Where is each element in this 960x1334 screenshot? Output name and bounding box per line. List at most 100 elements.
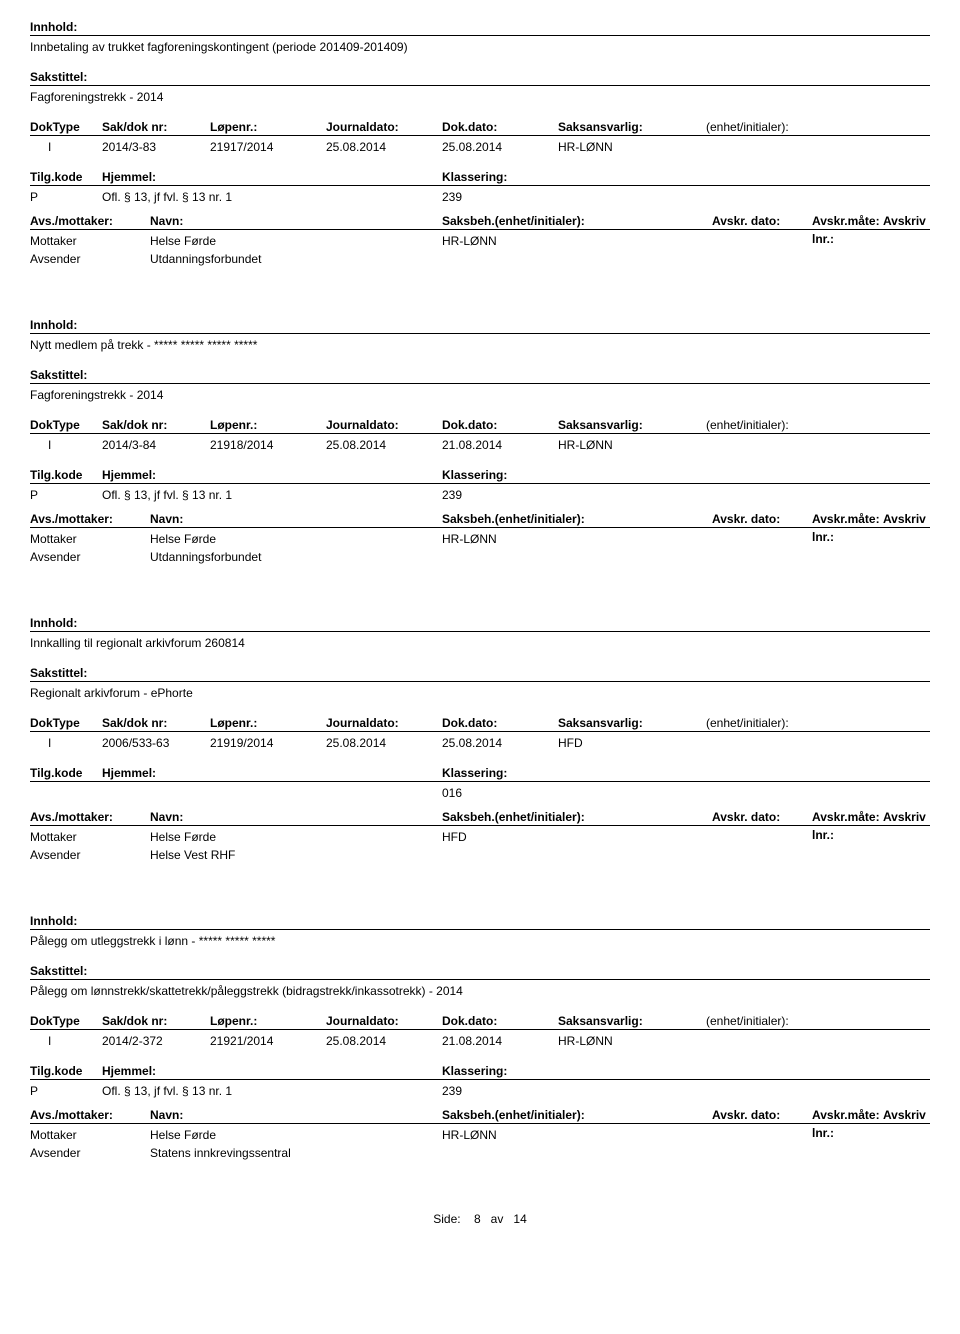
journaldato-label: Journaldato: bbox=[326, 1012, 442, 1030]
innhold-label: Innhold: bbox=[30, 914, 77, 928]
avsmottaker-label: Avs./mottaker: bbox=[30, 510, 150, 526]
meta-header-row: DokType Sak/dok nr: Løpenr.: Journaldato… bbox=[30, 118, 930, 136]
navn-label: Navn: bbox=[150, 510, 442, 526]
avsender-navn: Helse Vest RHF bbox=[150, 846, 930, 864]
avskrmate-label: Avskr.måte: bbox=[812, 214, 880, 228]
tilg-value-row: P Ofl. § 13, jf fvl. § 13 nr. 1 239 bbox=[30, 486, 930, 504]
sakdok-label: Sak/dok nr: bbox=[102, 1012, 210, 1030]
sakstittel-value: Fagforeningstrekk - 2014 bbox=[30, 386, 930, 404]
saksansvarlig-value: HFD bbox=[558, 734, 706, 752]
avskrmate-label: Avskr.måte: bbox=[812, 512, 880, 526]
journaldato-label: Journaldato: bbox=[326, 118, 442, 136]
journaldato-label: Journaldato: bbox=[326, 714, 442, 732]
tilgkode-label: Tilg.kode bbox=[30, 466, 102, 482]
sakstittel-value: Regionalt arkivforum - ePhorte bbox=[30, 684, 930, 702]
avsmottaker-label: Avs./mottaker: bbox=[30, 1106, 150, 1122]
doktype-value: I bbox=[30, 1032, 102, 1050]
enhet-label: (enhet/initialer): bbox=[706, 416, 930, 434]
journaldato-value: 25.08.2014 bbox=[326, 138, 442, 156]
avsender-row: Avsender Utdanningsforbundet bbox=[30, 250, 930, 268]
journal-record: Innhold: Innkalling til regionalt arkivf… bbox=[30, 614, 930, 864]
sakstittel-label: Sakstittel: bbox=[30, 666, 87, 680]
dokdato-value: 25.08.2014 bbox=[442, 138, 558, 156]
mottaker-row: Mottaker Helse Førde HR-LØNN bbox=[30, 530, 930, 548]
avsender-label: Avsender bbox=[30, 846, 150, 864]
avskrmate-label: Avskr.måte: bbox=[812, 810, 880, 824]
innhold-value: Innbetaling av trukket fagforeningskonti… bbox=[30, 38, 930, 56]
sakstittel-value: Pålegg om lønnstrekk/skattetrekk/påleggs… bbox=[30, 982, 930, 1000]
mottaker-beh: HR-LØNN bbox=[442, 232, 930, 250]
dokdato-value: 21.08.2014 bbox=[442, 1032, 558, 1050]
hjemmel-value: Ofl. § 13, jf fvl. § 13 nr. 1 bbox=[102, 188, 442, 206]
mottaker-navn: Helse Førde bbox=[150, 530, 442, 548]
lopenr-value: 21921/2014 bbox=[210, 1032, 326, 1050]
mottaker-label: Mottaker bbox=[30, 1126, 150, 1144]
avsender-navn: Utdanningsforbundet bbox=[150, 250, 930, 268]
avsender-row: Avsender Utdanningsforbundet bbox=[30, 548, 930, 566]
tilgkode-label: Tilg.kode bbox=[30, 168, 102, 184]
lopenr-label: Løpenr.: bbox=[210, 416, 326, 434]
journaldato-label: Journaldato: bbox=[326, 416, 442, 434]
sakdok-label: Sak/dok nr: bbox=[102, 118, 210, 136]
saksansvarlig-label: Saksansvarlig: bbox=[558, 118, 706, 136]
hjemmel-value: Ofl. § 13, jf fvl. § 13 nr. 1 bbox=[102, 1082, 442, 1100]
mottaker-beh: HFD bbox=[442, 828, 930, 846]
innhold-value: Pålegg om utleggstrekk i lønn - ***** **… bbox=[30, 932, 930, 950]
footer-page: 8 bbox=[474, 1212, 481, 1226]
enhet-label: (enhet/initialer): bbox=[706, 1012, 930, 1030]
sakstittel-label: Sakstittel: bbox=[30, 368, 87, 382]
journaldato-value: 25.08.2014 bbox=[326, 734, 442, 752]
dokdato-value: 25.08.2014 bbox=[442, 734, 558, 752]
doktype-value: I bbox=[30, 138, 102, 156]
doktype-label: DokType bbox=[30, 1012, 102, 1030]
tilgkode-label: Tilg.kode bbox=[30, 1062, 102, 1078]
tilgkode-value: P bbox=[30, 1082, 102, 1100]
doktype-label: DokType bbox=[30, 118, 102, 136]
lopenr-label: Løpenr.: bbox=[210, 1012, 326, 1030]
sakstittel-label: Sakstittel: bbox=[30, 964, 87, 978]
navn-label: Navn: bbox=[150, 212, 442, 228]
mottaker-row: Mottaker Helse Førde HR-LØNN bbox=[30, 1126, 930, 1144]
klassering-value: 016 bbox=[442, 784, 930, 802]
mottaker-navn: Helse Førde bbox=[150, 232, 442, 250]
avsender-row: Avsender Statens innkrevingssentral bbox=[30, 1144, 930, 1162]
hjemmel-label: Hjemmel: bbox=[102, 764, 442, 780]
avsmottaker-label: Avs./mottaker: bbox=[30, 212, 150, 228]
sakstittel-value: Fagforeningstrekk - 2014 bbox=[30, 88, 930, 106]
meta-header-row: DokType Sak/dok nr: Løpenr.: Journaldato… bbox=[30, 1012, 930, 1030]
hjemmel-label: Hjemmel: bbox=[102, 168, 442, 184]
avsender-navn: Statens innkrevingssentral bbox=[150, 1144, 930, 1162]
innhold-label: Innhold: bbox=[30, 616, 77, 630]
klassering-label: Klassering: bbox=[442, 466, 930, 482]
avsender-row: Avsender Helse Vest RHF bbox=[30, 846, 930, 864]
footer-av: av bbox=[491, 1212, 504, 1226]
doktype-label: DokType bbox=[30, 416, 102, 434]
innhold-label: Innhold: bbox=[30, 318, 77, 332]
mottaker-beh: HR-LØNN bbox=[442, 1126, 930, 1144]
saksansvarlig-label: Saksansvarlig: bbox=[558, 714, 706, 732]
meta-value-row: I 2014/2-372 21921/2014 25.08.2014 21.08… bbox=[30, 1032, 930, 1050]
avsender-navn: Utdanningsforbundet bbox=[150, 548, 930, 566]
saksbeh-label: Saksbeh.(enhet/initialer): bbox=[442, 212, 712, 228]
saksansvarlig-value: HR-LØNN bbox=[558, 1032, 706, 1050]
journal-record: Innhold: Innbetaling av trukket fagforen… bbox=[30, 18, 930, 268]
navn-label: Navn: bbox=[150, 808, 442, 824]
tilgkode-value: P bbox=[30, 188, 102, 206]
dokdato-label: Dok.dato: bbox=[442, 118, 558, 136]
avskrdato-label: Avskr. dato: bbox=[712, 212, 812, 228]
avskrmate-label: Avskr.måte: bbox=[812, 1108, 880, 1122]
meta-header-row: DokType Sak/dok nr: Løpenr.: Journaldato… bbox=[30, 416, 930, 434]
lopenr-label: Løpenr.: bbox=[210, 714, 326, 732]
doktype-value: I bbox=[30, 436, 102, 454]
mottaker-label: Mottaker bbox=[30, 828, 150, 846]
tilg-header-row: Tilg.kode Hjemmel: Klassering: bbox=[30, 1062, 930, 1080]
doktype-label: DokType bbox=[30, 714, 102, 732]
klassering-value: 239 bbox=[442, 1082, 930, 1100]
hjemmel-value bbox=[102, 784, 442, 802]
avsmottaker-label: Avs./mottaker: bbox=[30, 808, 150, 824]
mottaker-navn: Helse Førde bbox=[150, 1126, 442, 1144]
lopenr-value: 21917/2014 bbox=[210, 138, 326, 156]
tilgkode-label: Tilg.kode bbox=[30, 764, 102, 780]
meta-value-row: I 2006/533-63 21919/2014 25.08.2014 25.0… bbox=[30, 734, 930, 752]
tilg-header-row: Tilg.kode Hjemmel: Klassering: bbox=[30, 168, 930, 186]
